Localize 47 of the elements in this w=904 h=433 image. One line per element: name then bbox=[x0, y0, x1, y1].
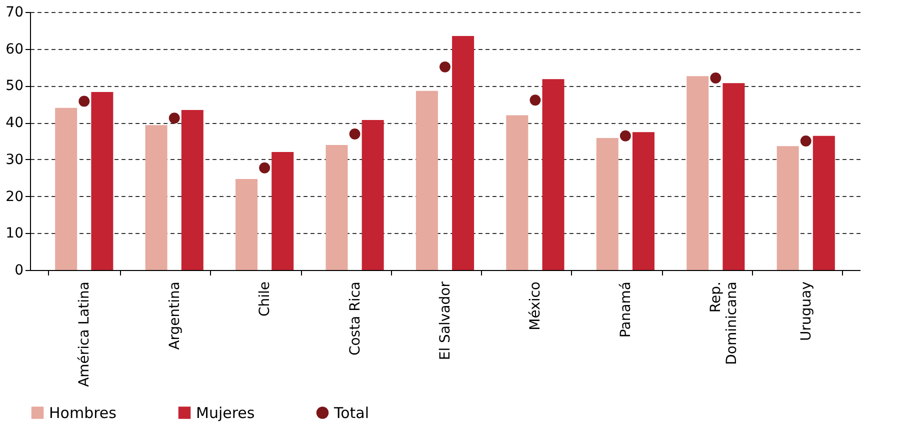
point bbox=[78, 96, 90, 107]
point bbox=[440, 61, 450, 72]
x-tick-label: Panamá bbox=[618, 282, 634, 338]
bar bbox=[506, 115, 528, 270]
x-tick-label: El Salvador bbox=[438, 281, 454, 360]
x-tick-label: Costa Rica bbox=[347, 282, 364, 356]
y-tick-label: 0 bbox=[14, 262, 24, 278]
point bbox=[710, 72, 722, 84]
bar bbox=[416, 90, 438, 270]
y-tick-label: 30 bbox=[6, 152, 24, 168]
x-tick-label: México bbox=[528, 282, 544, 330]
x-tick-label: América Latina bbox=[76, 282, 93, 387]
y-tick-label: 50 bbox=[6, 78, 24, 94]
bar bbox=[722, 83, 745, 270]
legend-label: Hombres bbox=[49, 404, 117, 422]
bar bbox=[632, 132, 654, 270]
y-tick-label: 60 bbox=[6, 41, 24, 58]
x-tick-label: Uruguay bbox=[798, 282, 814, 341]
bar bbox=[542, 79, 564, 270]
y-tick-label: 20 bbox=[6, 188, 24, 205]
point bbox=[800, 136, 812, 146]
point bbox=[530, 94, 541, 106]
legend-label: Total bbox=[333, 404, 370, 422]
bar bbox=[145, 125, 168, 270]
point bbox=[259, 162, 270, 174]
bar bbox=[272, 152, 294, 270]
y-tick-label: 70 bbox=[6, 4, 24, 20]
bar bbox=[452, 36, 474, 270]
bar bbox=[326, 145, 348, 270]
bar bbox=[55, 108, 78, 270]
bar bbox=[362, 120, 384, 270]
x-tick-label: Argentina bbox=[166, 282, 183, 350]
point bbox=[349, 128, 360, 140]
y-tick-label: 10 bbox=[6, 226, 24, 242]
bar bbox=[776, 146, 799, 270]
y-tick-label: 40 bbox=[6, 115, 24, 132]
bar bbox=[686, 76, 709, 270]
bar bbox=[91, 92, 114, 270]
x-tick-label: Rep. Dominicana bbox=[708, 282, 740, 365]
point bbox=[620, 130, 631, 142]
bar bbox=[596, 138, 618, 270]
legend-label: Mujeres bbox=[196, 404, 255, 422]
bar bbox=[236, 178, 258, 270]
bar bbox=[812, 136, 835, 270]
x-tick-label: Chile bbox=[257, 282, 274, 317]
point bbox=[168, 112, 180, 124]
bar bbox=[181, 110, 204, 270]
